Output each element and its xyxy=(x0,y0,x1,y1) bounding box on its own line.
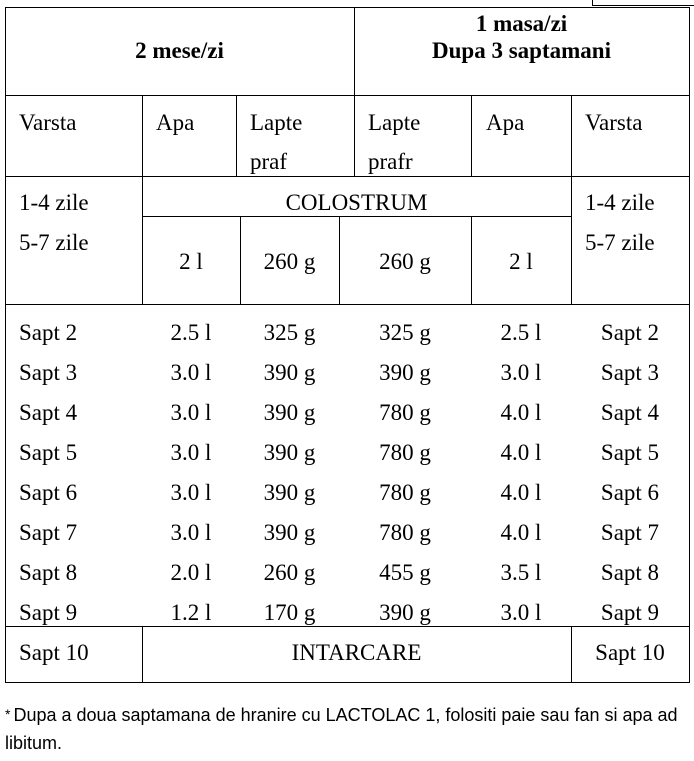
row-lapte-left: 390 g xyxy=(263,480,316,505)
table-top-border xyxy=(5,7,690,8)
row-lapte-left: 390 g xyxy=(263,360,316,385)
row-age-right: Sapt 7 xyxy=(600,520,660,545)
table-left-border xyxy=(5,7,6,683)
row-age-right: Sapt 2 xyxy=(600,320,660,345)
row-apa-left: 3.0 l xyxy=(170,400,212,425)
row-age-left: Sapt 9 xyxy=(19,600,78,625)
row-lapte-right: 780 g xyxy=(379,480,431,505)
row-apa-left: 1.2 l xyxy=(170,600,212,625)
first-apa-right: 2 l xyxy=(509,249,533,274)
row-age-right: Sapt 4 xyxy=(600,400,660,425)
feeding-table: 2 mese/zi 1 masa/zi Dupa 3 saptamani Var… xyxy=(5,7,690,683)
row-lapte-right: 325 g xyxy=(379,320,431,345)
row-apa-right: 3.0 l xyxy=(500,600,542,625)
first-age-left-1: 1-4 zile xyxy=(19,190,89,215)
row-age-left: Sapt 7 xyxy=(19,520,78,545)
row-apa-left: 2.5 l xyxy=(170,320,212,345)
row-apa-right: 4.0 l xyxy=(500,400,542,425)
first-apa-left: 2 l xyxy=(179,249,203,274)
corner-horizontal-line xyxy=(592,5,694,6)
row-lapte-right: 780 g xyxy=(379,400,431,425)
row-age-left: Sapt 2 xyxy=(19,320,78,345)
last-row-divider-right xyxy=(571,626,572,683)
left-header-title: 2 mese/zi xyxy=(135,38,224,63)
header-divider xyxy=(354,7,355,176)
weeks-bottom-border xyxy=(5,626,690,627)
first-age-left-2: 5-7 zile xyxy=(19,230,89,255)
apa-right-header: Apa xyxy=(486,110,525,135)
first-age-right-1: 1-4 zile xyxy=(585,190,655,215)
columns-bottom-border xyxy=(5,176,690,177)
row-apa-right: 4.0 l xyxy=(500,440,542,465)
row-age-left: Sapt 8 xyxy=(19,560,78,585)
row-apa-right: 2.5 l xyxy=(500,320,542,345)
row-apa-left: 3.0 l xyxy=(170,440,212,465)
lapte-right-header-line1: Lapte xyxy=(368,110,421,135)
row-lapte-right: 780 g xyxy=(379,520,431,545)
row-lapte-right: 780 g xyxy=(379,440,431,465)
row-apa-right: 4.0 l xyxy=(500,520,542,545)
corner-vertical-line xyxy=(592,0,593,6)
intarcare-label: INTARCARE xyxy=(291,640,422,665)
apa-left-header: Apa xyxy=(156,110,195,135)
col-divider-5 xyxy=(571,95,572,176)
footnote-text: Dupa a doua saptamana de hranire cu LACT… xyxy=(5,705,678,753)
row-lapte-right: 390 g xyxy=(379,360,431,385)
row-lapte-left: 260 g xyxy=(263,560,316,585)
age-divider-right xyxy=(571,176,572,304)
col-divider-1 xyxy=(142,95,143,176)
row-age-left: Sapt 6 xyxy=(19,480,78,505)
row-age-left: Sapt 4 xyxy=(19,400,78,425)
row-age-right: Sapt 6 xyxy=(600,480,660,505)
right-header-title-line2: Dupa 3 saptamani xyxy=(432,38,611,63)
row-apa-right: 4.0 l xyxy=(500,480,542,505)
col-divider-2 xyxy=(236,95,237,176)
row-apa-left: 3.0 l xyxy=(170,520,212,545)
header-bottom-border xyxy=(5,95,690,96)
value-divider-1 xyxy=(240,216,241,304)
row-lapte-right: 455 g xyxy=(379,560,431,585)
row-age-right: Sapt 8 xyxy=(600,560,660,585)
row-apa-left: 3.0 l xyxy=(170,360,212,385)
row-age-left: Sapt 5 xyxy=(19,440,78,465)
lapte-left-header-line2: praf xyxy=(250,149,288,174)
row-lapte-left: 325 g xyxy=(263,320,316,345)
last-age-left: Sapt 10 xyxy=(19,640,89,665)
value-divider-3 xyxy=(471,216,472,304)
first-age-right-2: 5-7 zile xyxy=(585,230,655,255)
row-lapte-left: 170 g xyxy=(263,600,316,625)
row-apa-left: 3.0 l xyxy=(170,480,212,505)
lapte-right-header-line2: prafr xyxy=(368,149,413,174)
footnote-marker: * xyxy=(5,706,11,722)
first-lapte-right: 260 g xyxy=(379,249,431,274)
row-lapte-right: 390 g xyxy=(379,600,431,625)
lapte-left-header-line1: Lapte xyxy=(250,110,303,135)
row-age-left: Sapt 3 xyxy=(19,360,78,385)
row-apa-right: 3.5 l xyxy=(500,560,542,585)
footnote: * Dupa a doua saptamana de hranire cu LAC… xyxy=(5,700,689,757)
colostrum-label: COLOSTRUM xyxy=(285,190,428,215)
table-right-border xyxy=(689,7,690,683)
row-apa-right: 3.0 l xyxy=(500,360,542,385)
row-lapte-left: 390 g xyxy=(263,400,316,425)
last-row-divider-left xyxy=(142,626,143,683)
last-age-right: Sapt 10 xyxy=(595,640,665,665)
value-divider-2 xyxy=(339,216,340,304)
row-lapte-left: 390 g xyxy=(263,440,316,465)
row-lapte-left: 390 g xyxy=(263,520,316,545)
varsta-right-header: Varsta xyxy=(585,110,643,135)
first-block-bottom-border xyxy=(5,304,690,305)
first-lapte-left: 260 g xyxy=(263,249,316,274)
row-age-right: Sapt 5 xyxy=(600,440,660,465)
varsta-left-header: Varsta xyxy=(19,110,77,135)
age-divider-left xyxy=(142,176,143,304)
row-apa-left: 2.0 l xyxy=(170,560,212,585)
row-age-right: Sapt 3 xyxy=(600,360,660,385)
table-bottom-border xyxy=(5,682,690,683)
right-header-title-line1: 1 masa/zi xyxy=(475,11,568,36)
colostrum-bottom-border xyxy=(142,216,571,217)
row-age-right: Sapt 9 xyxy=(600,600,660,625)
col-divider-4 xyxy=(471,95,472,176)
